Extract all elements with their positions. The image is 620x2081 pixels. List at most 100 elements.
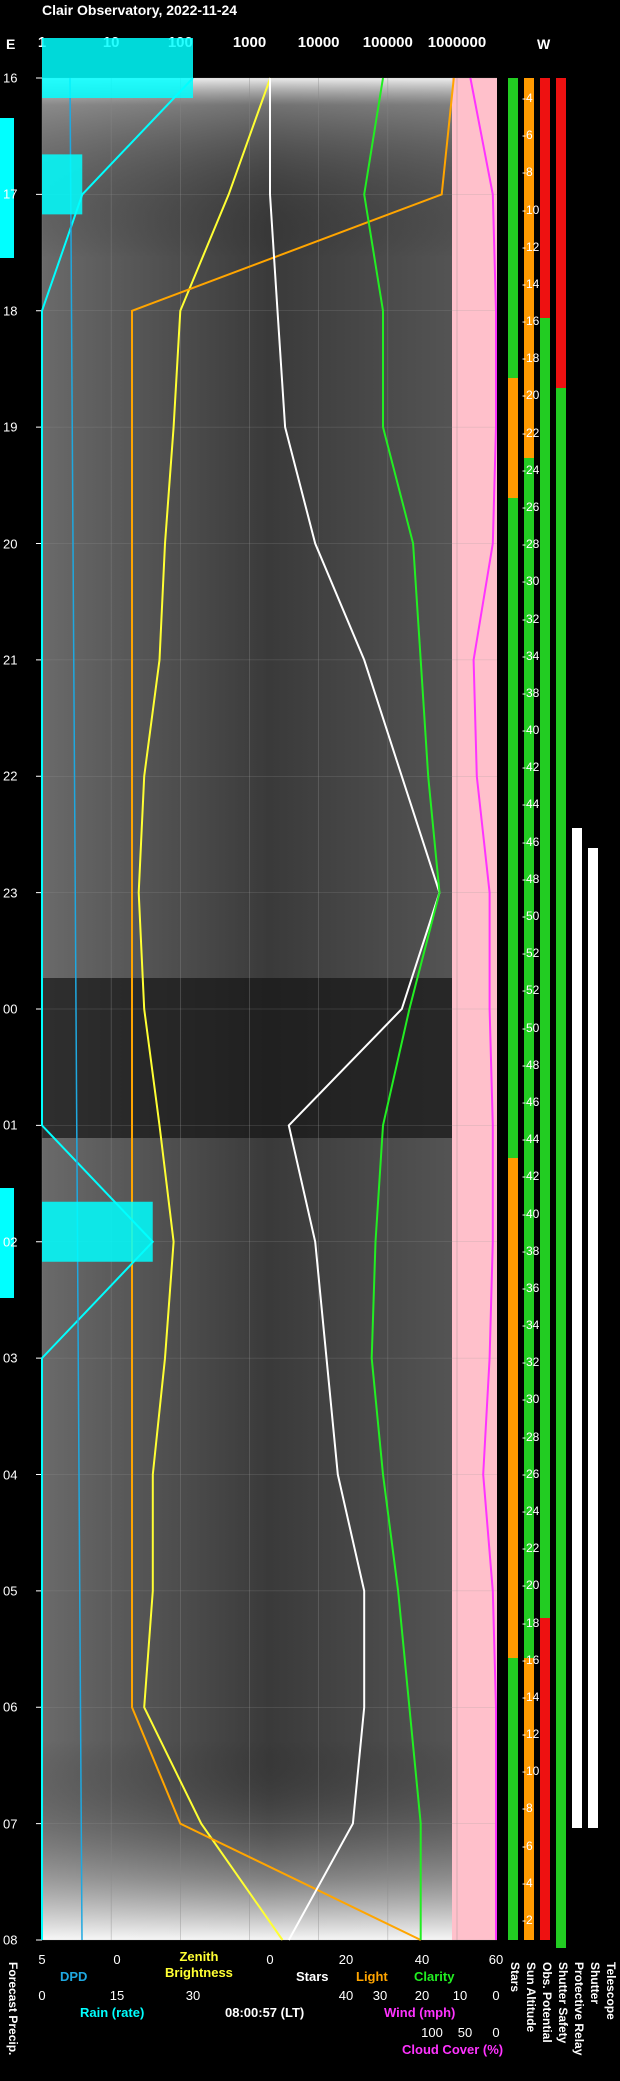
hour-label-19: 19	[3, 419, 18, 435]
obs-potential-good	[524, 458, 534, 1658]
top-tick-1000: 1000	[232, 34, 267, 51]
stars-status-column	[508, 78, 518, 1940]
sun-altitude-label: -8	[522, 165, 533, 180]
series-cloud-cover-	[469, 77, 497, 1940]
sun-altitude-label: -26	[522, 500, 540, 515]
forecast-precip-label: Forecast Precip.	[6, 1962, 20, 2056]
rain-tick-0: 0	[38, 1988, 46, 2003]
hour-label-00: 00	[3, 1001, 18, 1017]
series-dpd	[69, 77, 83, 1941]
wind-tick-0: 0	[492, 1988, 500, 2003]
sun-altitude-label: -18	[522, 351, 540, 366]
hour-label-04: 04	[3, 1467, 18, 1482]
stars-tick-60: 60	[488, 1952, 504, 1967]
sun-altitude-label: -40	[522, 723, 540, 738]
sun-altitude-label: -42	[522, 1169, 540, 1184]
cloud-label: Cloud Cover (%)	[402, 2042, 504, 2057]
rain-area	[42, 1201, 153, 1262]
sun-altitude-label: -46	[522, 834, 540, 849]
dark-sky-region	[42, 978, 497, 1138]
stars-column-label: Stars	[508, 1962, 522, 1993]
sun-altitude-label: -26	[522, 1466, 540, 1481]
wind-tick-20: 20	[414, 1988, 430, 2003]
forecast-precip-block	[0, 118, 14, 258]
east-label: E	[6, 36, 16, 52]
hour-label-08: 08	[3, 1932, 18, 1948]
wind-tick-40: 40	[338, 1988, 354, 2003]
sun-altitude-label: -22	[522, 1541, 540, 1556]
sun-altitude-label: -22	[522, 425, 540, 440]
sun-altitude-label: -36	[522, 1280, 540, 1295]
clarity-label: Clarity	[414, 1969, 455, 1984]
forecast-precip-block	[0, 1188, 14, 1298]
dpd-label: DPD	[60, 1969, 88, 1984]
dpd-tick-0: 0	[113, 1952, 121, 1967]
series-zenith-brightness	[137, 77, 284, 1941]
sun-altitude-label: -8	[522, 1801, 533, 1816]
cloud-tick-100: 100	[421, 2025, 443, 2040]
hour-label-05: 05	[3, 1583, 18, 1599]
telescope-column-label: Telescope	[604, 1962, 618, 2020]
hour-label-21: 21	[3, 652, 18, 668]
zenith-label: Zenith Brightness	[165, 1949, 233, 1980]
shutter-safety-column-label: Shutter Safety	[556, 1962, 570, 2044]
sun-altitude-label: -34	[522, 1318, 540, 1333]
hour-label-16: 16	[3, 70, 18, 86]
hour-label-23: 23	[3, 885, 18, 901]
hour-label-03: 03	[3, 1350, 18, 1366]
sun-altitude-label: -32	[522, 611, 540, 626]
dawn-glow	[42, 1740, 497, 1940]
west-label: W	[537, 36, 551, 52]
sun-altitude-label: -46	[522, 1094, 540, 1109]
sun-altitude-label: -20	[522, 388, 540, 403]
sun-altitude-label: -48	[522, 1057, 540, 1072]
shutter-open-bar	[572, 828, 582, 1828]
sun-altitude-label: -28	[522, 1429, 540, 1444]
rain-area	[42, 38, 193, 98]
wind-label: Wind (mph)	[384, 2005, 456, 2020]
sun-altitude-label: -30	[522, 1392, 540, 1407]
sun-altitude-label: -24	[522, 462, 540, 477]
shutter-safety-good	[540, 318, 550, 1618]
sun-altitude-label: -50	[522, 909, 540, 924]
timestamp: 08:00:57 (LT)	[225, 2005, 305, 2020]
hour-label-02: 02	[3, 1234, 18, 1250]
sun-altitude-label: -6	[522, 128, 533, 143]
hour-label-07: 07	[3, 1816, 18, 1832]
sun-altitude-label: -16	[522, 1652, 540, 1667]
sun-altitude-label: -38	[522, 685, 540, 700]
series-light	[131, 77, 455, 1941]
sun-altitude-label: -34	[522, 648, 540, 663]
sun-altitude-label: -4	[522, 1875, 533, 1890]
protective-relay-column-label: Protective Relay	[572, 1962, 586, 2056]
sun-altitude-label: -42	[522, 760, 540, 775]
series-rain-rate-	[41, 77, 194, 1940]
sun-altitude-label: -14	[522, 276, 540, 291]
sun-altitude-label: -48	[522, 871, 540, 886]
sun-altitude-label: -28	[522, 537, 540, 552]
rain-tick-15: 15	[109, 1988, 125, 2003]
sun-altitude-label: -30	[522, 574, 540, 589]
hour-label-18: 18	[3, 303, 18, 319]
sun-altitude-label: -44	[522, 797, 540, 812]
sun-altitude-label: -52	[522, 983, 540, 998]
stars-label: Stars	[296, 1969, 329, 1984]
sun-altitude-label: -12	[522, 1727, 540, 1742]
wind-tick-10: 10	[452, 1988, 468, 2003]
sun-altitude-label: -44	[522, 1132, 540, 1147]
sun-altitude-label: -18	[522, 1615, 540, 1630]
stars-status-segment	[508, 378, 518, 498]
rain-area	[42, 154, 83, 215]
chart-title: Clair Observatory, 2022-11-24	[42, 2, 238, 18]
top-tick-10000: 10000	[297, 34, 340, 51]
stars-tick-40: 40	[414, 1952, 430, 1967]
stars-tick-20: 20	[338, 1952, 354, 1967]
sun-altitude-label: -20	[522, 1578, 540, 1593]
rain-label: Rain (rate)	[80, 2005, 145, 2020]
rain-tick-30: 30	[185, 1988, 201, 2003]
sun-altitude-label: -12	[522, 239, 540, 254]
sun-altitude-label: -14	[522, 1689, 540, 1704]
cloud-tick-50: 50	[457, 2025, 473, 2040]
top-tick-100000: 100000	[362, 34, 413, 51]
